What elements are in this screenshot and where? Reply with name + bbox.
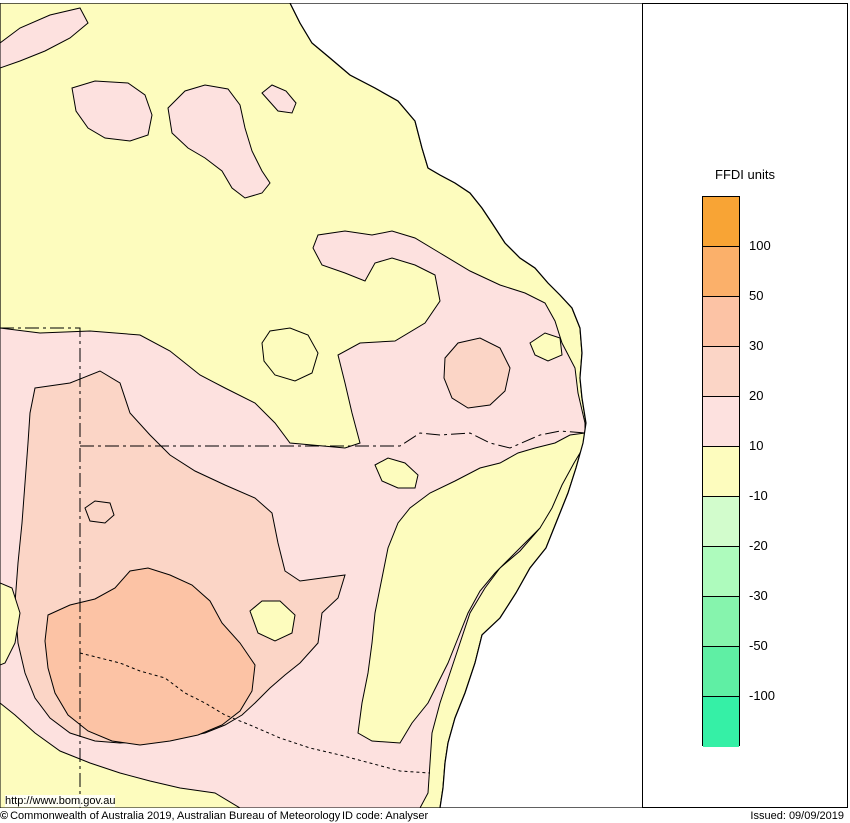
- source-url[interactable]: http://www.bom.gov.au: [5, 795, 116, 807]
- legend-band: [703, 547, 739, 597]
- legend-band: [703, 597, 739, 647]
- legend-band: [703, 497, 739, 547]
- legend-tick-label: 30: [749, 338, 764, 353]
- legend-tick-label: -20: [749, 538, 768, 553]
- ffdi-band-20-30-blob: [84, 500, 115, 524]
- ffdi-band-neg10-10-island: [0, 582, 21, 666]
- legend-title: FFDI units: [715, 167, 775, 182]
- issued-date: Issued: 09/09/2019: [750, 810, 844, 822]
- legend-band: [703, 347, 739, 397]
- copyright-text: Commonwealth of Australia 2019, Australi…: [10, 810, 341, 822]
- state-border: [79, 652, 431, 774]
- legend-band: [703, 247, 739, 297]
- legend-tick-label: 50: [749, 288, 764, 303]
- legend-band: [703, 297, 739, 347]
- ffdi-band-neg10-10-island: [249, 600, 296, 642]
- coastline: [289, 3, 642, 808]
- legend-tick-label: -50: [749, 638, 768, 653]
- ffdi-band-30-50: [44, 567, 256, 746]
- ffdi-band-10-20-island: [71, 80, 153, 142]
- ffdi-band-neg10-10-island: [374, 457, 419, 489]
- legend-tick-label: -10: [749, 488, 768, 503]
- ffdi-band-neg10-10-east: [357, 432, 586, 744]
- ffdi-band-10-20-island: [0, 7, 89, 69]
- copyright-notice: © Commonwealth of Australia 2019, Austral…: [0, 810, 340, 822]
- ffdi-band-neg10-10-island: [261, 327, 319, 382]
- legend-color-bar: [702, 196, 740, 747]
- ffdi-band-10-20-island: [261, 84, 297, 114]
- ffdi-band-neg10-10-island: [0, 702, 241, 808]
- legend-band: [703, 697, 739, 747]
- legend-panel: FFDI units 100 50 30 20 10 -10 -20 -30 -50 -100: [643, 3, 848, 808]
- legend-band: [703, 447, 739, 497]
- id-code: ID code: Analyser: [342, 810, 429, 822]
- legend-tick-label: 100: [749, 238, 771, 253]
- map-panel: http://www.bom.gov.au: [0, 3, 643, 808]
- state-border: [0, 327, 81, 808]
- legend-tick-label: 20: [749, 388, 764, 403]
- legend-tick-label: -100: [749, 688, 776, 703]
- state-border: [80, 430, 586, 449]
- ffdi-band-neg10-10-island: [529, 332, 563, 362]
- legend-band: [703, 397, 739, 447]
- legend-tick-label: 10: [749, 438, 764, 453]
- copyright-icon: ©: [0, 810, 9, 822]
- fire-danger-map: [0, 3, 642, 808]
- legend-tick-label: -30: [749, 588, 768, 603]
- ffdi-band-10-20-island: [167, 84, 271, 199]
- ffdi-band-20-30-blob: [443, 337, 511, 409]
- legend-band: [703, 647, 739, 697]
- footer: © Commonwealth of Australia 2019, Austral…: [0, 810, 850, 823]
- legend-band: [703, 197, 739, 247]
